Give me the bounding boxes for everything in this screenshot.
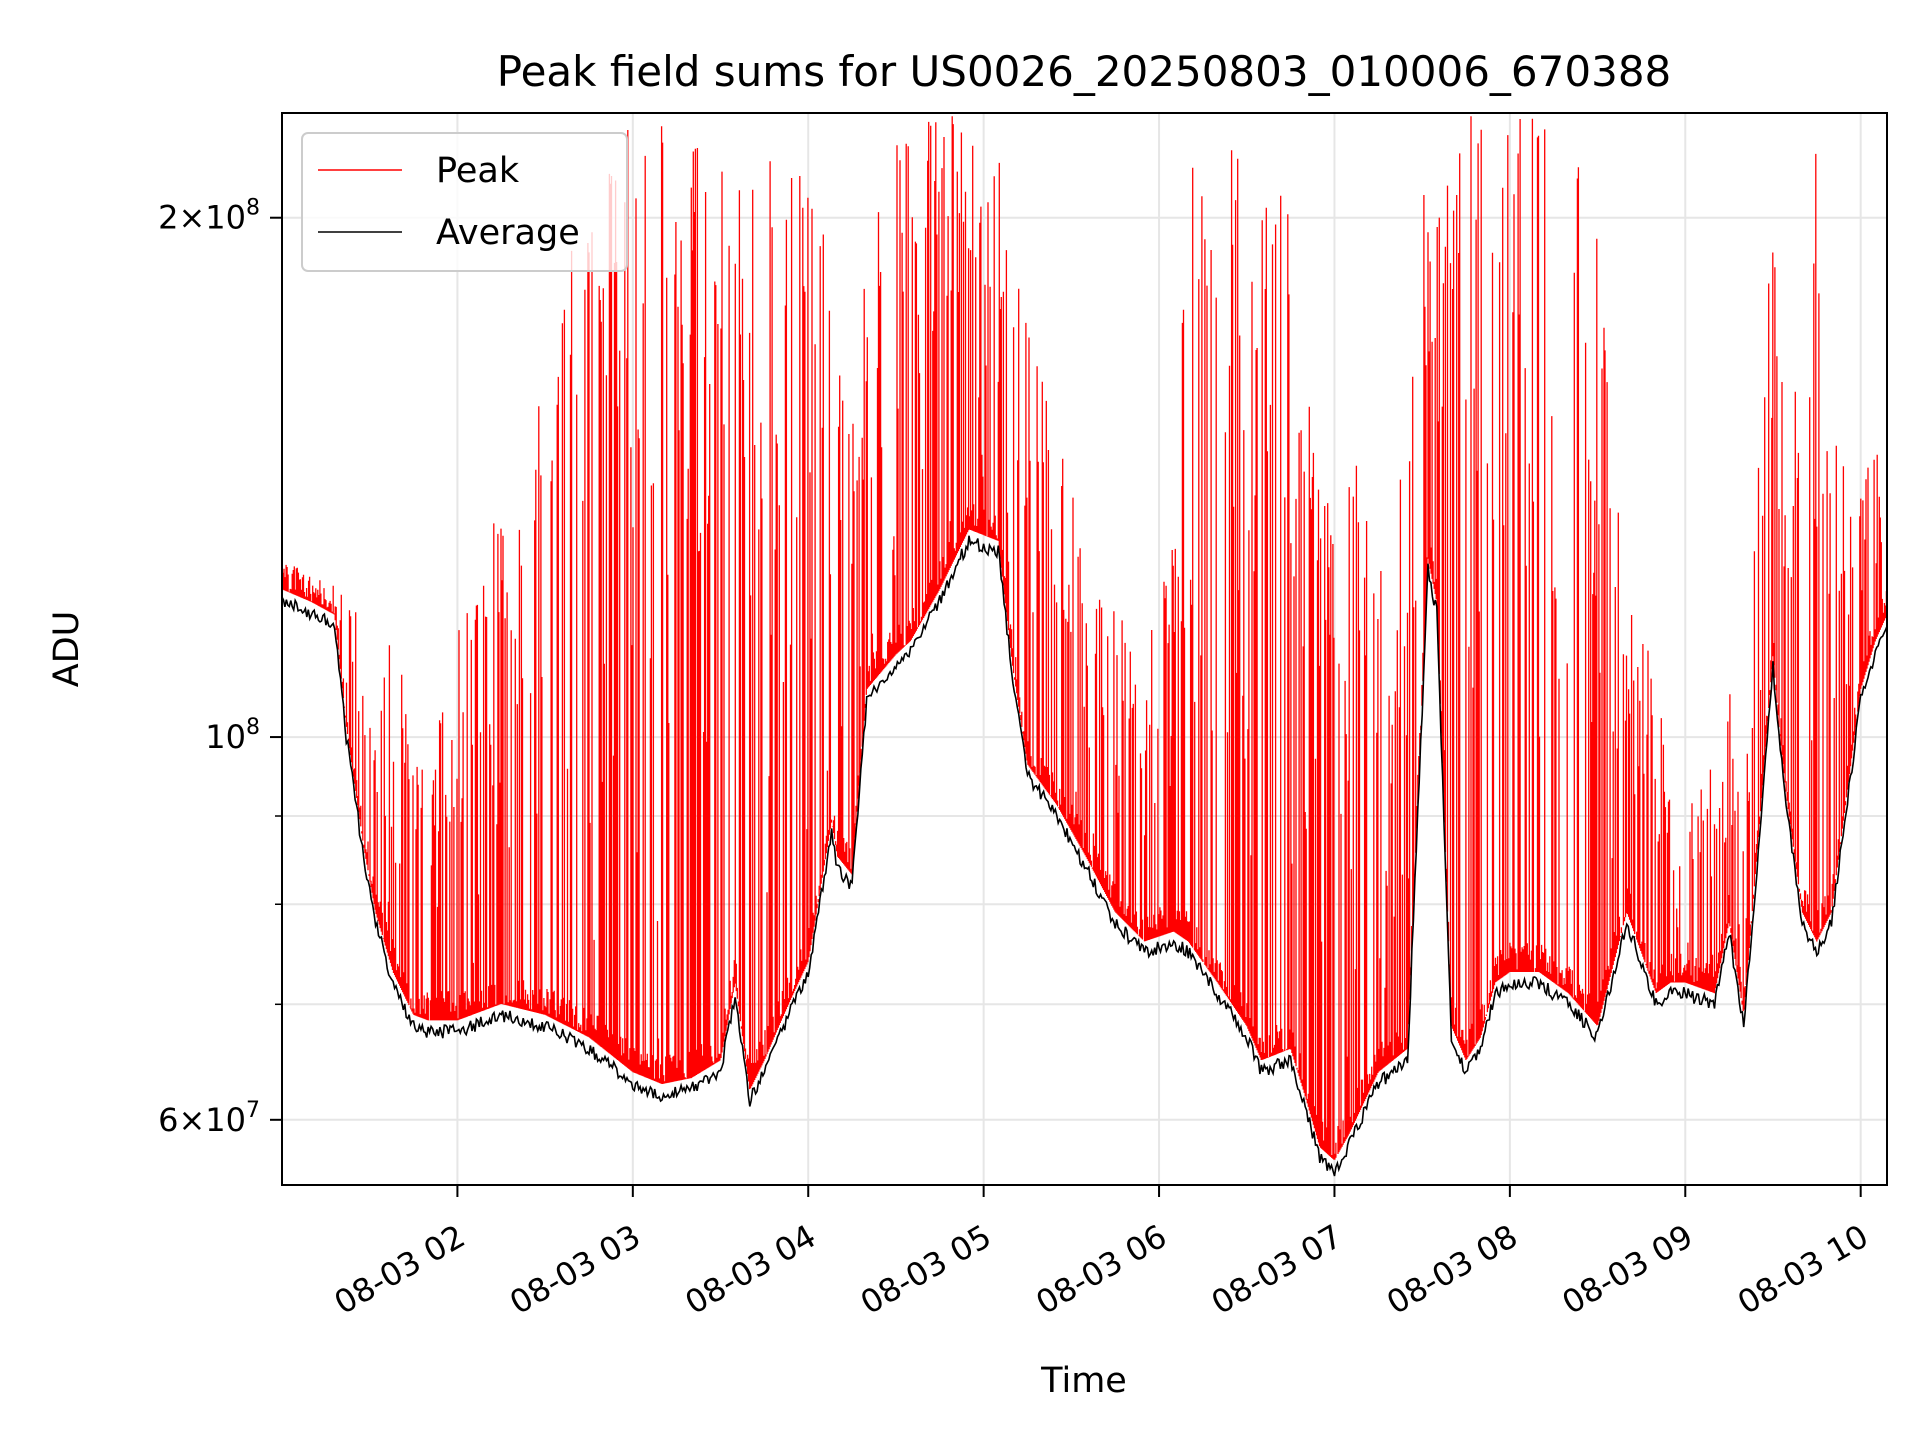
y-axis-label: ADU xyxy=(47,611,87,688)
y-tick-label: 108 xyxy=(205,715,260,756)
y-tick-label: 6×107 xyxy=(158,1098,260,1139)
plot-frame xyxy=(281,112,1888,1186)
legend-box xyxy=(301,132,628,272)
series-peak xyxy=(282,116,1887,1160)
legend-label-peak: Peak xyxy=(436,151,520,191)
legend-label-average: Average xyxy=(436,213,580,253)
y-tick-label: 2×108 xyxy=(158,196,260,237)
series-average xyxy=(282,535,1887,1177)
y-axis: 6×107 108 2×108 xyxy=(158,196,282,1139)
x-axis-label: Time xyxy=(1040,1361,1127,1401)
plot-area xyxy=(282,116,1887,1177)
legend: Peak Average xyxy=(301,132,628,272)
chart-title: Peak field sums for US0026_20250803_0100… xyxy=(497,47,1672,96)
